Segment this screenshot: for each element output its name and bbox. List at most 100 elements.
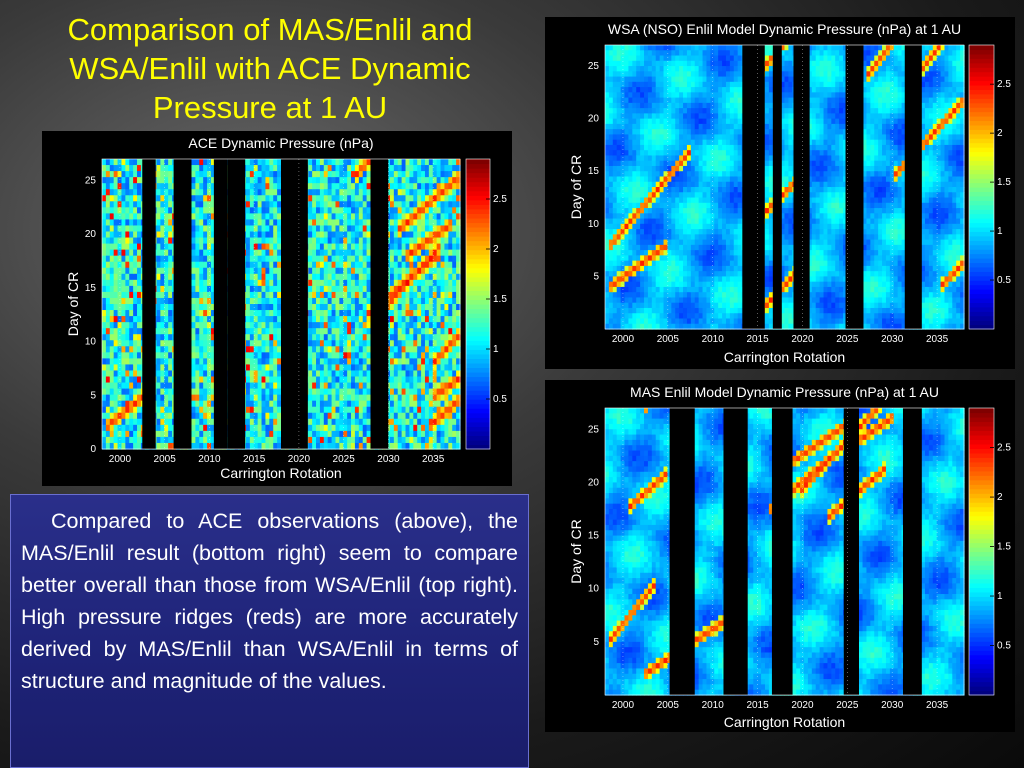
ace-heatmap-cell	[413, 177, 418, 184]
ace-heatmap-cell	[436, 436, 442, 444]
ace-heatmap-cell	[343, 424, 348, 432]
wsa-heatmap-cell	[624, 260, 630, 267]
ace-heatmap-cell	[428, 195, 434, 202]
ace-heatmap-cell	[117, 183, 123, 190]
wsa-heatmap-cell	[632, 92, 637, 99]
wsa-heatmap-cell	[616, 50, 622, 57]
ace-heatmap-cell	[327, 316, 333, 323]
ace-heatmap-cell	[277, 267, 282, 275]
ace-heatmap-cell	[105, 255, 111, 263]
ace-heatmap-cell	[335, 394, 340, 402]
wsa-heatmap-cell	[624, 213, 630, 220]
ace-heatmap-cell	[273, 249, 278, 257]
ace-heatmap-cell	[249, 237, 255, 245]
ace-heatmap-cell	[249, 304, 255, 311]
ace-colorbar-step	[466, 381, 490, 387]
ace-heatmap-cell	[207, 346, 212, 353]
ace-heatmap-cell	[354, 334, 360, 341]
ace-heatmap-cell	[265, 334, 270, 341]
ace-heatmap-cell	[413, 370, 418, 378]
ace-heatmap-cell	[347, 285, 352, 293]
ace-heatmap-cell	[417, 346, 422, 353]
ace-heatmap-cell	[210, 213, 216, 221]
wsa-heatmap-cell	[632, 297, 637, 304]
ace-heatmap-cell	[121, 213, 126, 221]
ace-heatmap-cell	[109, 291, 115, 299]
ace-heatmap-cell	[436, 430, 442, 438]
ace-heatmap-cell	[160, 340, 165, 347]
ace-heatmap-cell	[323, 177, 329, 184]
ace-heatmap-cell	[207, 394, 212, 402]
ace-heatmap-cell	[343, 171, 348, 178]
ace-heatmap-cell	[312, 165, 317, 172]
ace-heatmap-cell	[343, 249, 348, 257]
ace-heatmap-cell	[323, 334, 329, 341]
ace-heatmap-cell	[125, 340, 130, 347]
ace-heatmap-cell	[203, 219, 208, 227]
ace-heatmap-cell	[456, 249, 461, 257]
ace-plot-frame	[101, 158, 461, 450]
ace-heatmap-cell	[273, 207, 278, 214]
ace-heatmap-cell	[105, 171, 111, 178]
ace-heatmap-cell	[444, 346, 449, 353]
ace-heatmap-cell	[137, 364, 142, 372]
ace-heatmap-cell	[203, 261, 208, 269]
ace-heatmap-cell	[164, 279, 169, 287]
ace-heatmap-cell	[358, 316, 364, 323]
ace-heatmap-cell	[277, 273, 282, 281]
ace-heatmap-cell	[125, 382, 130, 390]
ace-heatmap-cell	[137, 406, 142, 414]
ace-heatmap-cell	[366, 165, 372, 172]
ace-heatmap-cell	[269, 189, 274, 196]
ace-heatmap-cell	[168, 225, 173, 233]
ace-heatmap-cell	[444, 159, 449, 166]
ace-heatmap-cell	[405, 322, 411, 329]
ace-heatmap-cell	[117, 225, 123, 233]
ace-heatmap-cell	[105, 346, 111, 353]
ace-heatmap-cell	[249, 165, 255, 172]
ace-heatmap-cell	[199, 328, 204, 335]
ace-heatmap-cell	[401, 219, 407, 227]
wsa-heatmap-cell	[608, 323, 614, 330]
wsa-heatmap-cell	[624, 234, 630, 241]
ace-heatmap-cell	[137, 424, 142, 432]
ace-heatmap-cell	[440, 316, 446, 323]
ace-heatmap-cell	[265, 436, 270, 444]
ace-heatmap-cell	[417, 382, 422, 390]
ace-heatmap-cell	[261, 412, 267, 420]
ace-heatmap-cell	[265, 310, 270, 317]
ace-heatmap-cell	[105, 291, 111, 299]
ace-heatmap-cell	[319, 418, 325, 426]
ace-heatmap-cell	[203, 436, 208, 444]
ace-heatmap-cell	[113, 261, 119, 269]
ace-heatmap-cell	[354, 273, 360, 281]
ace-heatmap-cell	[452, 291, 457, 299]
ace-heatmap-cell	[456, 418, 461, 426]
ace-heatmap-cell	[121, 231, 126, 239]
ace-colorbar-step	[466, 439, 490, 446]
ace-heatmap-cell	[109, 418, 115, 426]
ace-heatmap-cell	[424, 279, 430, 287]
ace-heatmap-cell	[405, 207, 411, 214]
ace-heatmap-cell	[137, 418, 142, 426]
ace-heatmap-cell	[319, 370, 325, 378]
wsa-heatmap-cell	[624, 276, 630, 283]
ace-heatmap-cell	[156, 291, 161, 299]
wsa-heatmap-cell	[628, 97, 633, 104]
ace-heatmap-cell	[191, 243, 196, 251]
ace-heatmap-cell	[436, 400, 442, 408]
ace-heatmap-cell	[156, 243, 161, 251]
ace-x-tick-label: 2025	[333, 454, 356, 465]
ace-heatmap-cell	[347, 183, 352, 190]
ace-heatmap-cell	[421, 322, 426, 329]
ace-heatmap-cell	[253, 159, 259, 166]
ace-heatmap-cell	[210, 177, 216, 184]
ace-heatmap-cell	[405, 261, 411, 269]
ace-heatmap-cell	[428, 394, 434, 402]
ace-heatmap-cell	[245, 243, 251, 251]
ace-heatmap-cell	[168, 400, 173, 408]
ace-heatmap-cell	[456, 346, 461, 353]
ace-heatmap-cell	[397, 382, 403, 390]
wsa-heatmap-cell	[628, 113, 633, 120]
ace-heatmap-cell	[273, 406, 278, 414]
